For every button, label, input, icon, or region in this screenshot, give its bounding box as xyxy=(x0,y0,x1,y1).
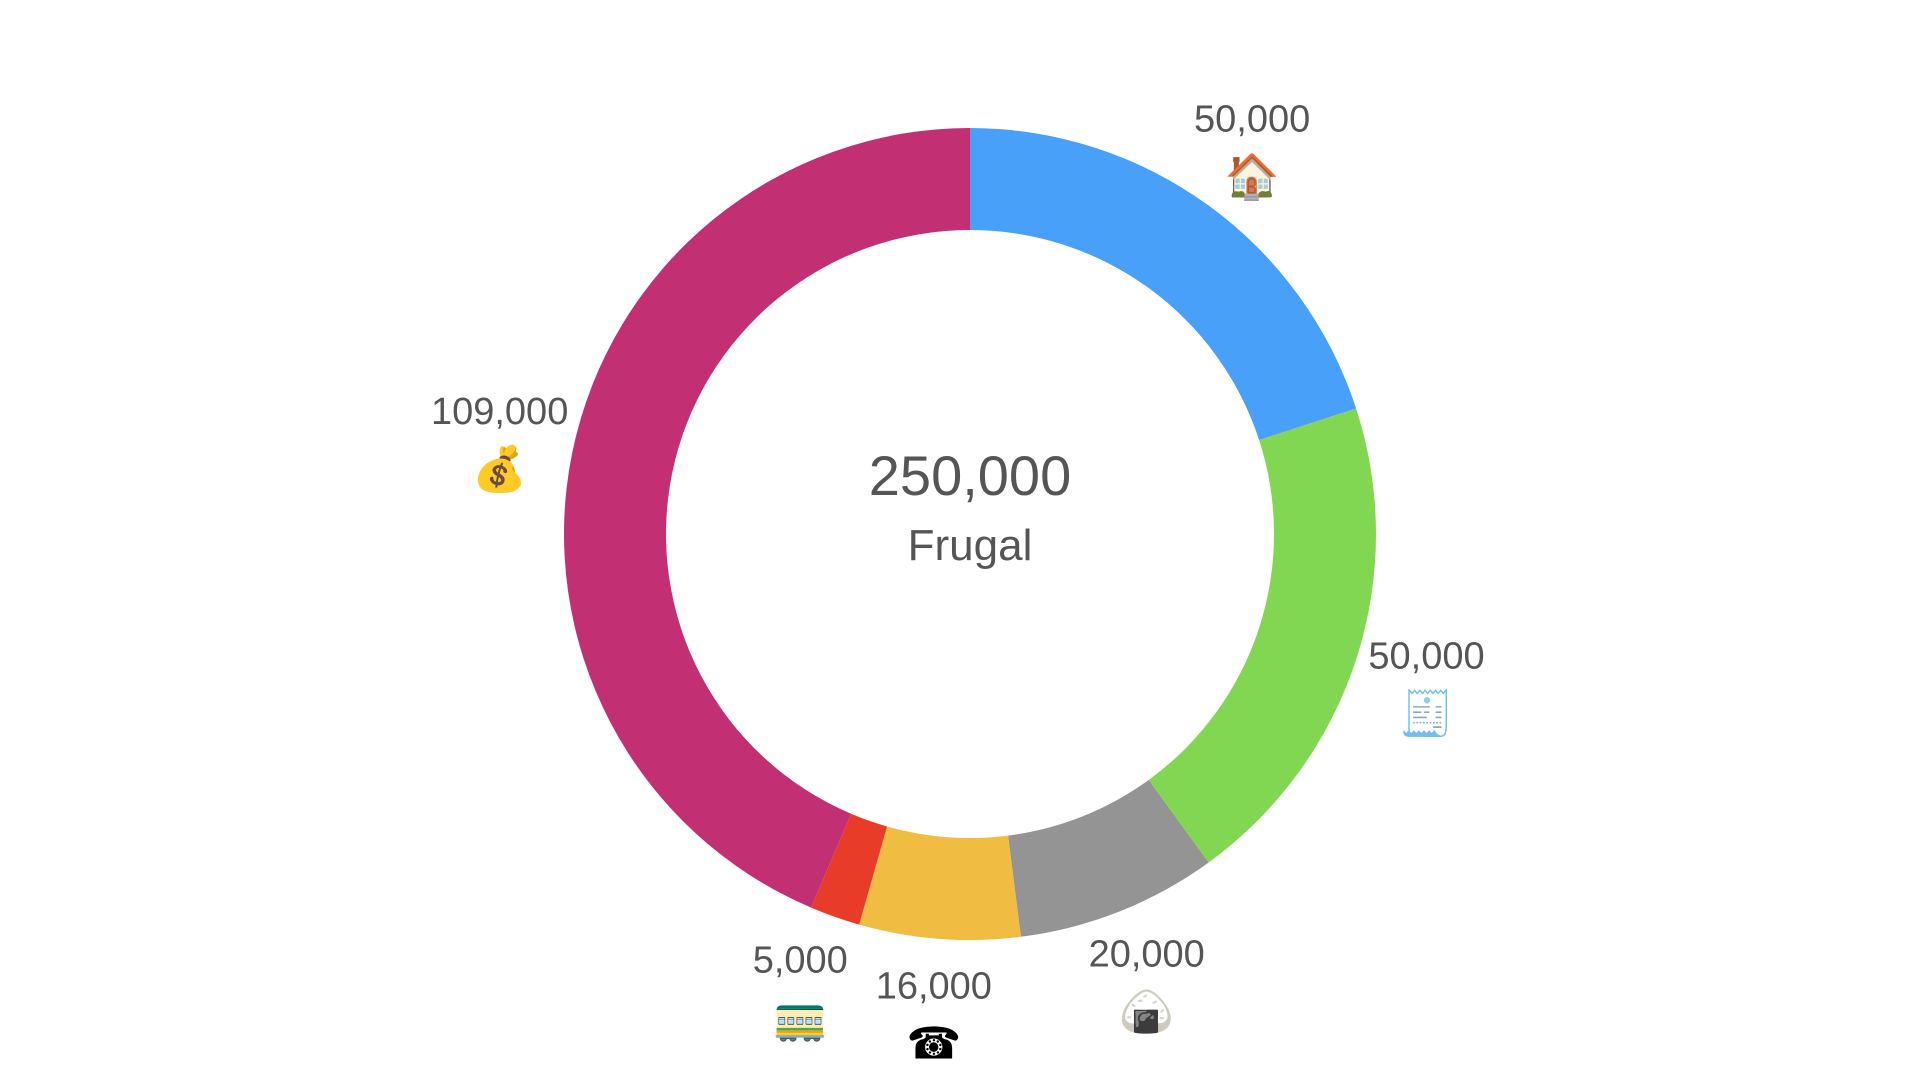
slice-value-label: 5,000 xyxy=(753,940,848,982)
slice-tax-receipt xyxy=(1148,408,1376,863)
center-label: Frugal xyxy=(908,521,1033,570)
center-total-value: 250,000 xyxy=(869,444,1071,507)
money-bag-icon: 💰 xyxy=(472,444,527,495)
slice-rice-ball xyxy=(1008,779,1209,937)
house-icon: 🏠 xyxy=(1225,152,1280,203)
tram-icon: 🚃 xyxy=(773,993,828,1044)
slices-group xyxy=(563,128,1376,941)
labels-group: 50,000 🏠 50,000 🧾 20,000 🍙 16,000 ☎ 5,000 🚃 109,00… xyxy=(431,99,1485,1070)
slice-value-label: 16,000 xyxy=(876,966,992,1008)
telephone-icon: ☎ xyxy=(906,1019,961,1070)
rice-ball-icon: 🍙 xyxy=(1119,986,1174,1037)
slice-telephone xyxy=(859,826,1021,941)
slice-value-label: 50,000 xyxy=(1194,99,1310,141)
slice-house xyxy=(970,128,1357,441)
tax-receipt-icon: 🧾 xyxy=(1399,688,1454,739)
slice-value-label: 20,000 xyxy=(1089,933,1205,975)
slice-value-label: 50,000 xyxy=(1368,635,1484,677)
slice-value-label: 109,000 xyxy=(431,391,568,433)
slice-tram xyxy=(811,813,888,925)
slice-money-bag xyxy=(563,128,970,908)
